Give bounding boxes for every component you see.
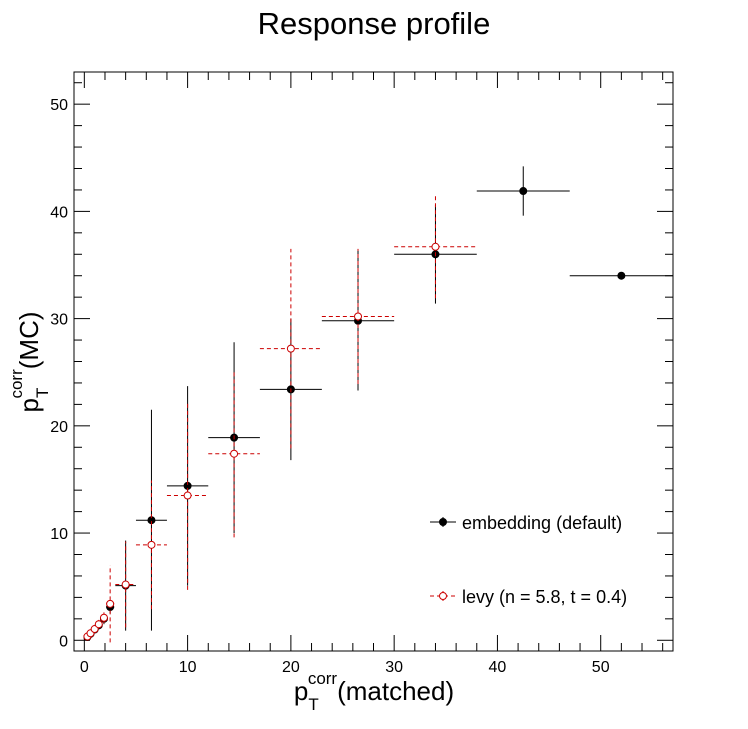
- data-point: [431, 242, 440, 251]
- x-tick-label: 10: [179, 659, 197, 676]
- y-axis-label-suffix: (MC): [14, 311, 44, 369]
- y-tick-label: 50: [50, 97, 68, 114]
- data-point: [519, 187, 528, 196]
- series-2: [83, 195, 477, 643]
- series-group: [83, 166, 673, 643]
- plot-frame: [73, 71, 674, 652]
- data-point: [106, 599, 115, 608]
- chart-title: Response profile: [258, 6, 491, 41]
- data-point: [147, 540, 156, 549]
- y-tick-label: 30: [50, 312, 68, 329]
- y-axis-label-main: p: [14, 398, 44, 412]
- x-axis-label-main: p: [294, 676, 308, 706]
- x-axis-label-subscript: T: [308, 695, 318, 714]
- y-tick-label: 40: [50, 204, 68, 221]
- axes-group: 0 10 20 30 40 50 0 10 20 30 40 50: [50, 72, 673, 676]
- data-point: [121, 580, 130, 589]
- series-1: [83, 166, 673, 642]
- y-axis-label-subscript: T: [33, 388, 52, 398]
- y-axis-label: pTcorr(MC): [7, 311, 52, 412]
- y-tick-label: 20: [50, 419, 68, 436]
- legend-label: levy (n = 5.8, t = 0.4): [462, 587, 627, 607]
- x-tick-label: 0: [80, 659, 89, 676]
- legend-label: embedding (default): [462, 513, 622, 533]
- x-tick-label: 30: [385, 659, 403, 676]
- data-point: [286, 344, 295, 353]
- x-tick-label: 40: [489, 659, 507, 676]
- data-point: [354, 312, 363, 321]
- legend: embedding (default) levy (n = 5.8, t = 0.…: [430, 513, 627, 607]
- x-axis-label-superscript: corr: [308, 669, 338, 688]
- data-point: [617, 271, 626, 280]
- x-tick-label: 20: [282, 659, 300, 676]
- x-axis-label: pTcorr(matched): [294, 669, 454, 714]
- data-point: [99, 613, 108, 622]
- y-axis-label-superscript: corr: [7, 369, 26, 399]
- data-point: [230, 449, 239, 458]
- data-point: [183, 491, 192, 500]
- data-point: [94, 620, 103, 629]
- y-tick-label: 0: [59, 633, 68, 650]
- y-tick-label: 10: [50, 526, 68, 543]
- legend-marker: [439, 518, 447, 526]
- legend-marker: [439, 592, 447, 600]
- x-tick-label: 50: [592, 659, 610, 676]
- x-axis-label-suffix: (matched): [337, 676, 454, 706]
